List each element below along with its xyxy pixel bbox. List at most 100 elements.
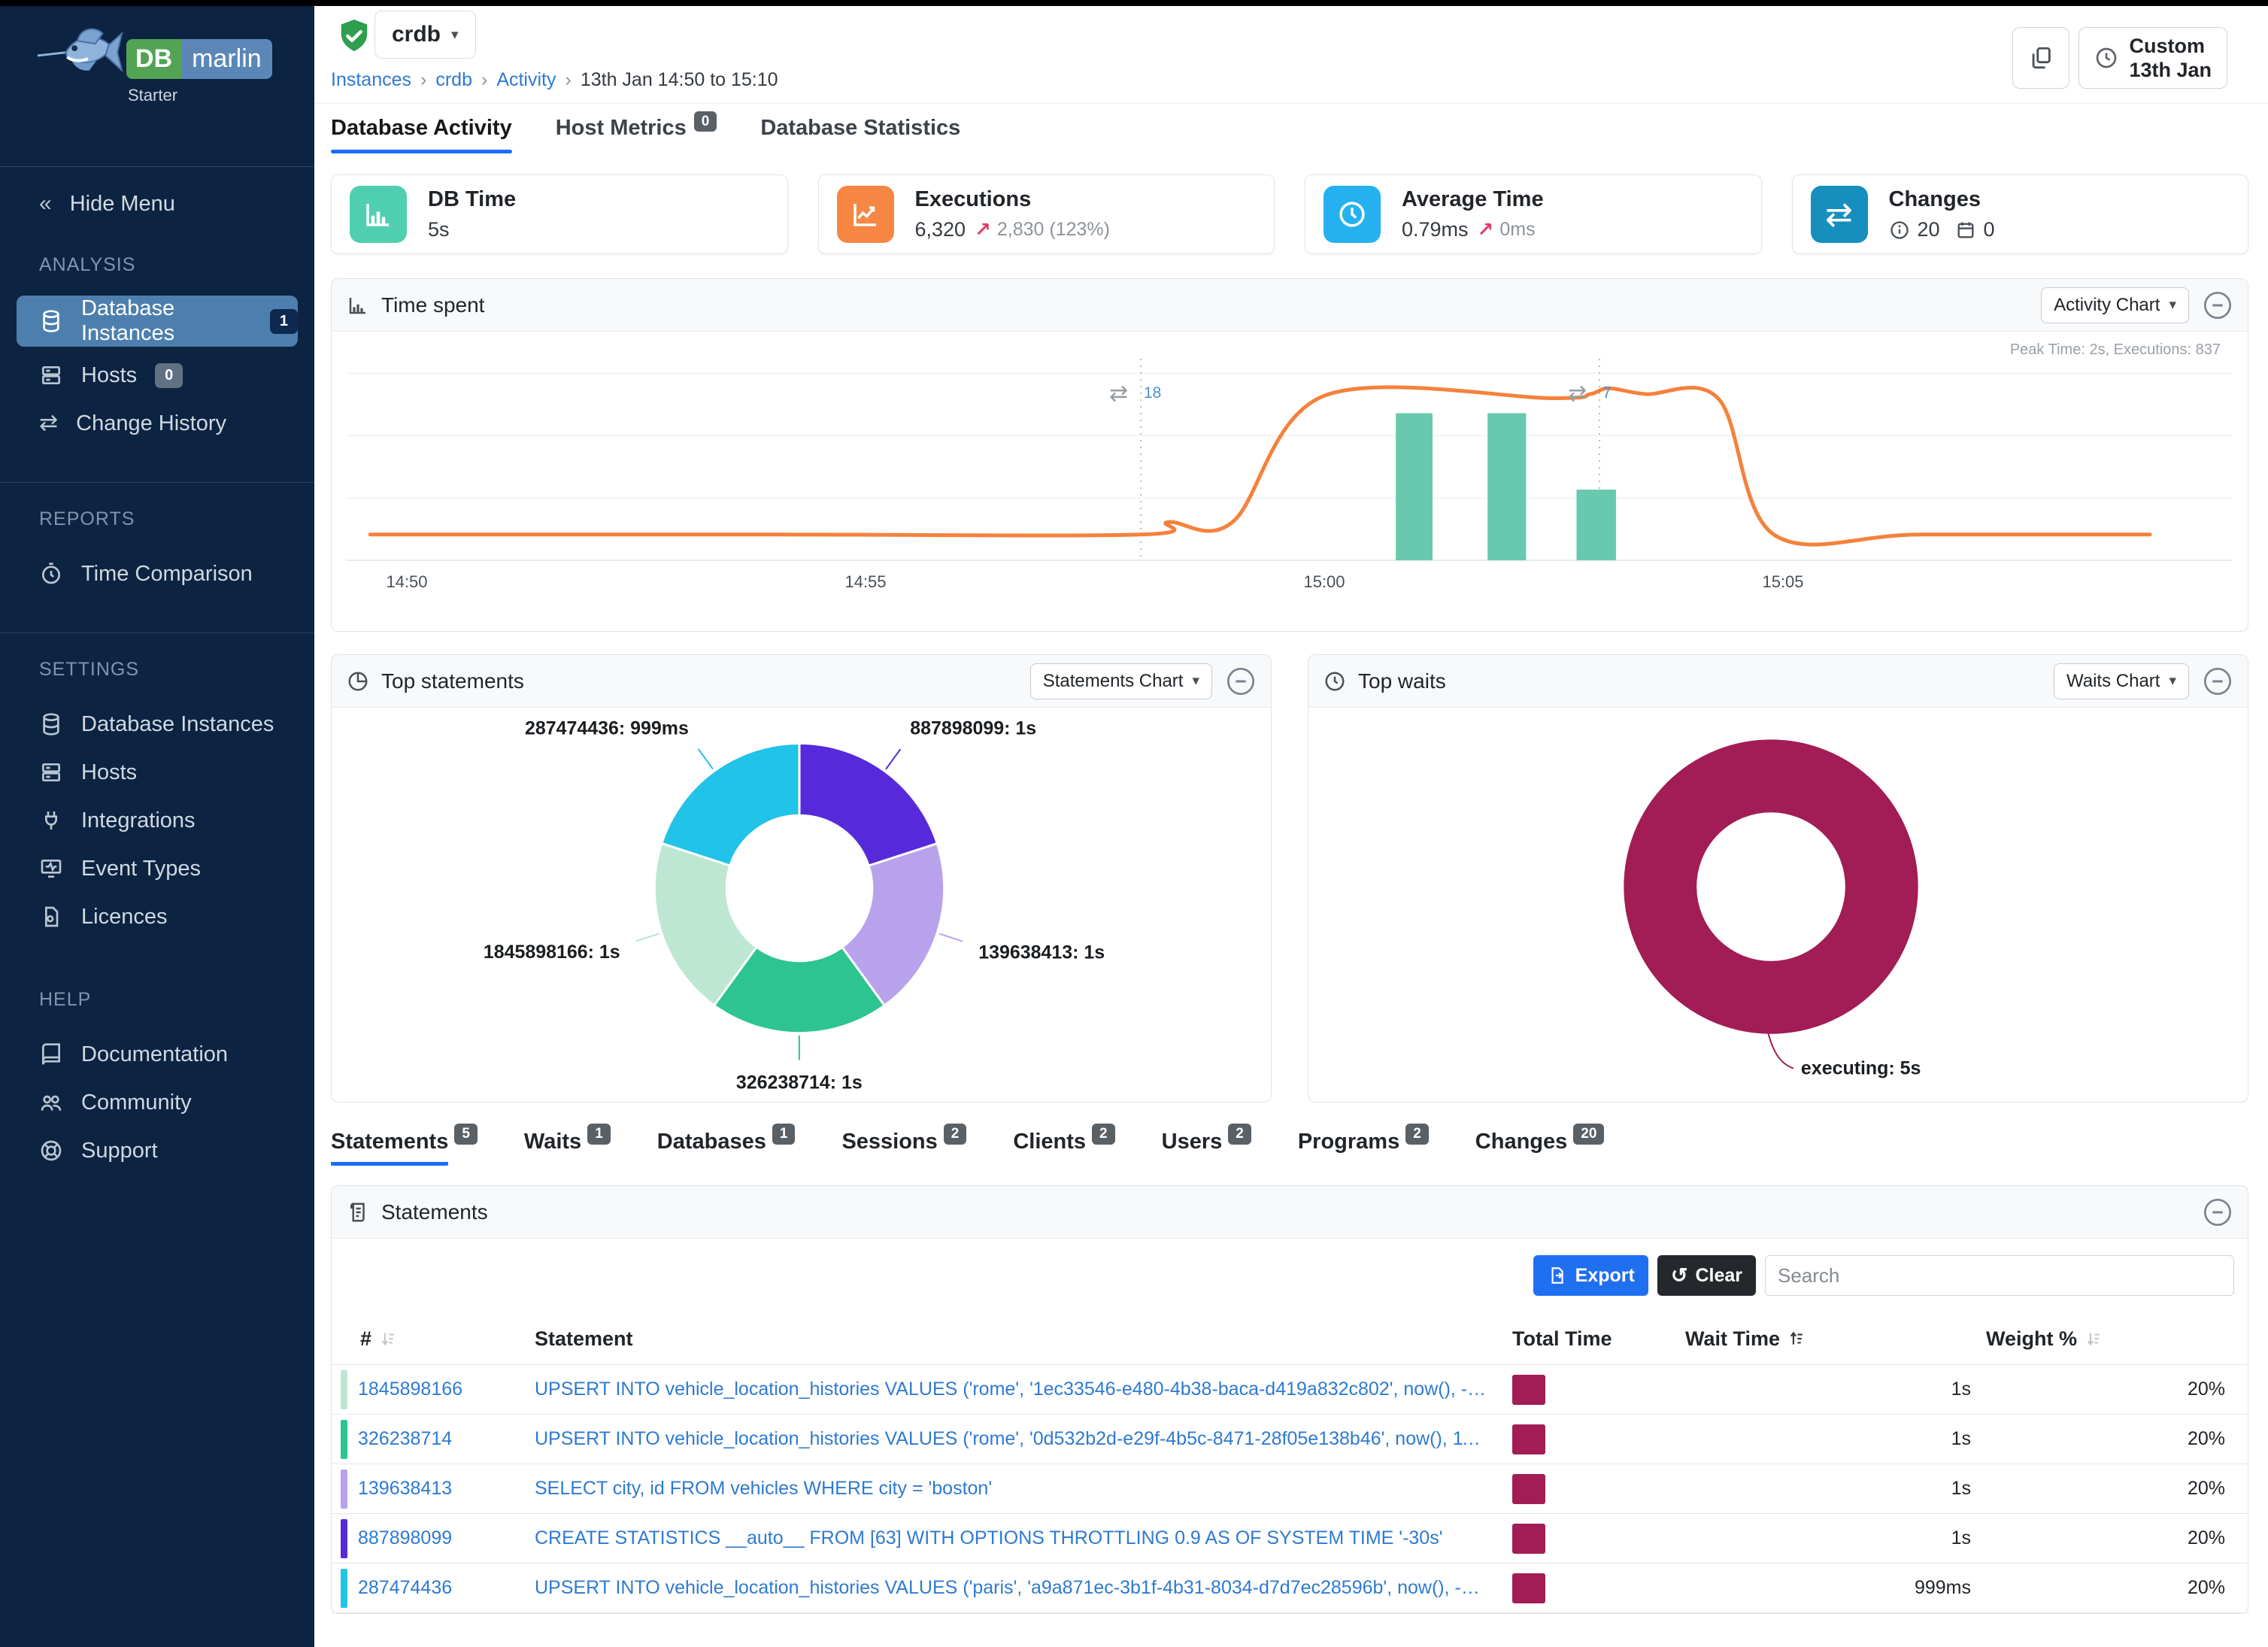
sidebar-item-settings-database-instances[interactable]: Database Instances <box>0 700 314 748</box>
count-badge: 2 <box>1092 1124 1115 1145</box>
statement-id-link[interactable]: 326238714 <box>358 1428 453 1449</box>
statement-id-link[interactable]: 139638413 <box>358 1478 453 1499</box>
count-badge: 5 <box>454 1124 478 1145</box>
sidebar-item-community[interactable]: Community <box>0 1078 314 1127</box>
plan-label: Starter <box>128 86 178 105</box>
top-statements-panel: Top statements Statements Chart ▾ 887898… <box>331 654 1272 1103</box>
instance-selector[interactable]: crdb ▾ <box>374 11 476 59</box>
collapse-panel-button[interactable] <box>1226 666 1256 696</box>
card-changes: ⇄ Changes 20 0 <box>1791 174 2248 254</box>
export-button[interactable]: Export <box>1533 1255 1648 1296</box>
time-spent-chart[interactable]: ⇄ 18 ⇄ 7 14:50 14:55 15:00 15:05 Peak Time: 2s, … <box>332 332 2248 631</box>
time-range-mode: Custom <box>2129 34 2205 57</box>
sidebar-item-integrations[interactable]: Integrations <box>0 796 314 845</box>
metric-cards: DB Time 5s Executions 6,320 ↗ 2,830 (123… <box>331 174 2248 254</box>
sidebar-item-hosts[interactable]: Hosts 0 <box>0 351 314 399</box>
sidebar-item-settings-hosts[interactable]: Hosts <box>0 748 314 796</box>
statement-link[interactable]: UPSERT INTO vehicle_location_histories V… <box>535 1428 1512 1449</box>
topbar: crdb ▾ Instances › crdb › Activity › 13t… <box>314 6 2268 104</box>
tab-clients[interactable]: Clients 2 <box>1013 1124 1115 1166</box>
waits-chart-dropdown[interactable]: Waits Chart ▾ <box>2053 663 2189 699</box>
clear-button[interactable]: ↺ Clear <box>1657 1255 1756 1296</box>
tab-statements[interactable]: Statements 5 <box>331 1124 478 1166</box>
marlin-fish-logo <box>37 28 123 73</box>
export-icon <box>1551 1267 1563 1284</box>
collapse-panel-button[interactable] <box>2203 290 2233 320</box>
sidebar-item-database-instances[interactable]: Database Instances 1 <box>17 296 298 347</box>
tab-programs[interactable]: Programs 2 <box>1298 1124 1429 1166</box>
card-average-time: Average Time 0.79ms ↗ 0ms <box>1305 174 1762 254</box>
tab-databases[interactable]: Databases 1 <box>657 1124 796 1166</box>
breadcrumb-crdb[interactable]: crdb <box>435 69 472 90</box>
top-statements-donut-chart[interactable]: 887898099: 1s 139638413: 1s 326238714: 1s 1… <box>332 708 1271 1102</box>
hide-menu-button[interactable]: « Hide Menu <box>0 167 314 224</box>
top-waits-donut-chart[interactable]: executing: 5s <box>1308 708 2248 1102</box>
clock-icon <box>1324 670 1346 693</box>
count-badge: 2 <box>1405 1124 1429 1145</box>
statement-id-link[interactable]: 1845898166 <box>358 1379 463 1400</box>
svg-text:14:50: 14:50 <box>386 572 427 591</box>
statements-chart-dropdown[interactable]: Statements Chart ▾ <box>1029 663 1212 699</box>
svg-text:⇄: ⇄ <box>1109 381 1128 406</box>
section-title-settings: SETTINGS <box>39 659 140 680</box>
table-row[interactable]: 287474436 UPSERT INTO vehicle_location_h… <box>332 1563 2249 1613</box>
total-time-bar <box>1512 1523 1545 1554</box>
sidebar-item-licences[interactable]: Licences <box>0 893 314 941</box>
search-input[interactable] <box>1765 1255 2234 1296</box>
svg-text:287474436: 999ms: 287474436: 999ms <box>525 717 689 739</box>
card-executions: Executions 6,320 ↗ 2,830 (123%) <box>817 174 1275 254</box>
table-row[interactable]: 139638413 SELECT city, id FROM vehicles … <box>332 1463 2249 1514</box>
brand-db: DB <box>126 39 182 79</box>
tab-waits[interactable]: Waits 1 <box>524 1124 611 1166</box>
column-header-statement[interactable]: Statement <box>535 1327 633 1350</box>
breadcrumb-activity[interactable]: Activity <box>496 69 556 90</box>
breadcrumb-instances[interactable]: Instances <box>331 69 412 90</box>
tab-sessions[interactable]: Sessions 2 <box>841 1124 967 1166</box>
sidebar-item-change-history[interactable]: ⇄ Change History <box>0 399 314 447</box>
sidebar-item-label: Licences <box>81 904 168 929</box>
copy-link-button[interactable] <box>2012 27 2070 89</box>
statement-link[interactable]: SELECT city, id FROM vehicles WHERE city… <box>535 1478 993 1499</box>
breadcrumb: Instances › crdb › Activity › 13th Jan 1… <box>331 69 778 91</box>
panel-title: Time spent <box>381 293 485 317</box>
statement-link[interactable]: UPSERT INTO vehicle_location_histories V… <box>535 1379 1512 1400</box>
table-row[interactable]: 1845898166 UPSERT INTO vehicle_location_… <box>332 1364 2249 1415</box>
sidebar-item-label: Support <box>81 1138 158 1163</box>
sidebar-item-time-comparison[interactable]: Time Comparison <box>0 550 314 598</box>
statement-id-link[interactable]: 287474436 <box>358 1577 453 1598</box>
main-tabs: Database Activity Host Metrics 0 Database… <box>314 104 2268 153</box>
statement-link[interactable]: UPSERT INTO vehicle_location_histories V… <box>535 1577 1512 1598</box>
clock-icon <box>2097 47 2117 68</box>
tab-database-statistics[interactable]: Database Statistics <box>760 116 960 153</box>
count-badge: 1 <box>772 1124 796 1145</box>
column-header-total-time[interactable]: Total Time <box>1512 1327 1612 1350</box>
wait-time-value: 1s <box>1685 1513 1986 1564</box>
line-chart-icon <box>836 186 894 243</box>
sidebar-item-label: Time Comparison <box>81 561 253 586</box>
sidebar-item-event-types[interactable]: Event Types <box>0 845 314 893</box>
tab-database-activity[interactable]: Database Activity <box>331 116 512 153</box>
people-icon <box>41 1095 62 1111</box>
column-header-wait-time[interactable]: Wait Time <box>1685 1315 1986 1365</box>
column-header-id[interactable]: # <box>332 1315 535 1365</box>
sidebar-item-documentation[interactable]: Documentation <box>0 1030 314 1078</box>
table-row[interactable]: 887898099 CREATE STATISTICS __auto__ FRO… <box>332 1513 2249 1564</box>
table-row[interactable]: 326238714 UPSERT INTO vehicle_location_h… <box>332 1414 2249 1464</box>
weight-value: 20% <box>1986 1364 2249 1415</box>
column-header-weight[interactable]: Weight % <box>1986 1315 2249 1365</box>
svg-text:15:05: 15:05 <box>1762 572 1803 591</box>
card-title: Changes <box>1888 187 1981 211</box>
activity-chart-dropdown[interactable]: Activity Chart ▾ <box>2041 287 2189 323</box>
statement-link[interactable]: CREATE STATISTICS __auto__ FROM [63] WIT… <box>535 1527 1443 1548</box>
statement-id-link[interactable]: 887898099 <box>358 1527 453 1548</box>
tab-users[interactable]: Users 2 <box>1162 1124 1251 1166</box>
collapse-panel-button[interactable] <box>2203 666 2233 696</box>
statement-color-chip <box>341 1518 347 1558</box>
time-range-button[interactable]: Custom 13th Jan <box>2078 27 2227 89</box>
tab-changes[interactable]: Changes 20 <box>1475 1124 1605 1166</box>
sidebar-item-label: Database Instances <box>81 296 175 345</box>
health-shield-icon <box>341 20 368 52</box>
sidebar-item-support[interactable]: Support <box>0 1127 314 1175</box>
tab-host-metrics[interactable]: Host Metrics 0 <box>556 111 717 153</box>
collapse-panel-button[interactable] <box>2203 1197 2233 1227</box>
